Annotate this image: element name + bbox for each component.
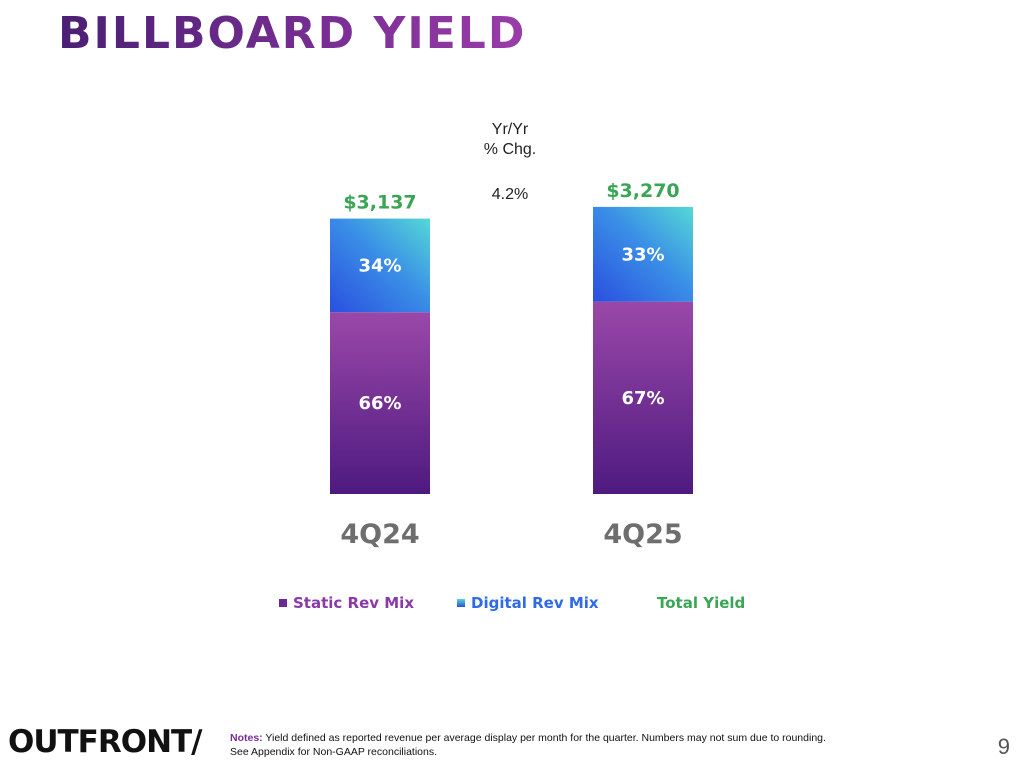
legend-label-static: Static Rev Mix bbox=[293, 594, 414, 612]
legend-label-total: Total Yield bbox=[657, 594, 746, 612]
total-label-4q25: $3,270 bbox=[606, 180, 679, 202]
page-title: BILLBOARD YIELD bbox=[58, 8, 527, 59]
category-label-4q25: 4Q25 bbox=[603, 519, 682, 550]
category-label-4q24: 4Q24 bbox=[340, 519, 419, 550]
yoy-heading-line2: % Chg. bbox=[483, 141, 537, 158]
notes-line2: See Appendix for Non-GAAP reconciliation… bbox=[230, 746, 438, 758]
bar-static-rev-mix-4q24 bbox=[330, 312, 430, 494]
legend-label-digital: Digital Rev Mix bbox=[471, 594, 599, 612]
yield-chart: 66% 34% $3,137 4Q24 67% 33% $3,270 4Q25 bbox=[330, 180, 693, 550]
data-label-digital-rev-mix-4q25: 33% bbox=[621, 244, 664, 265]
yoy-heading: Yr/Yr % Chg. bbox=[470, 120, 550, 160]
legend-item-static: Static Rev Mix bbox=[279, 594, 414, 612]
yoy-heading-line1: Yr/Yr bbox=[491, 121, 529, 138]
notes-text: Yield defined as reported revenue per av… bbox=[262, 732, 826, 744]
notes-label: Notes: bbox=[230, 732, 263, 744]
data-label-static-rev-mix-4q24: 66% bbox=[358, 393, 401, 414]
legend-item-total: Total Yield bbox=[657, 594, 745, 612]
data-label-digital-rev-mix-4q24: 34% bbox=[358, 255, 401, 276]
bar-digital-rev-mix-4q25 bbox=[593, 206, 693, 302]
footnotes: Notes: Yield defined as reported revenue… bbox=[230, 731, 910, 759]
legend-swatch-static bbox=[279, 599, 287, 607]
outfront-logo: OUTFRONT/ bbox=[8, 724, 202, 760]
total-label-4q24: $3,137 bbox=[343, 192, 416, 214]
data-label-static-rev-mix-4q25: 67% bbox=[621, 388, 664, 409]
legend-item-digital: Digital Rev Mix bbox=[457, 594, 599, 612]
bar-static-rev-mix-4q25 bbox=[593, 301, 693, 494]
bar-digital-rev-mix-4q24 bbox=[330, 218, 430, 313]
page-number: 9 bbox=[997, 734, 1010, 759]
yoy-change-value: 4.2% bbox=[491, 186, 529, 203]
legend-swatch-digital bbox=[457, 599, 465, 607]
